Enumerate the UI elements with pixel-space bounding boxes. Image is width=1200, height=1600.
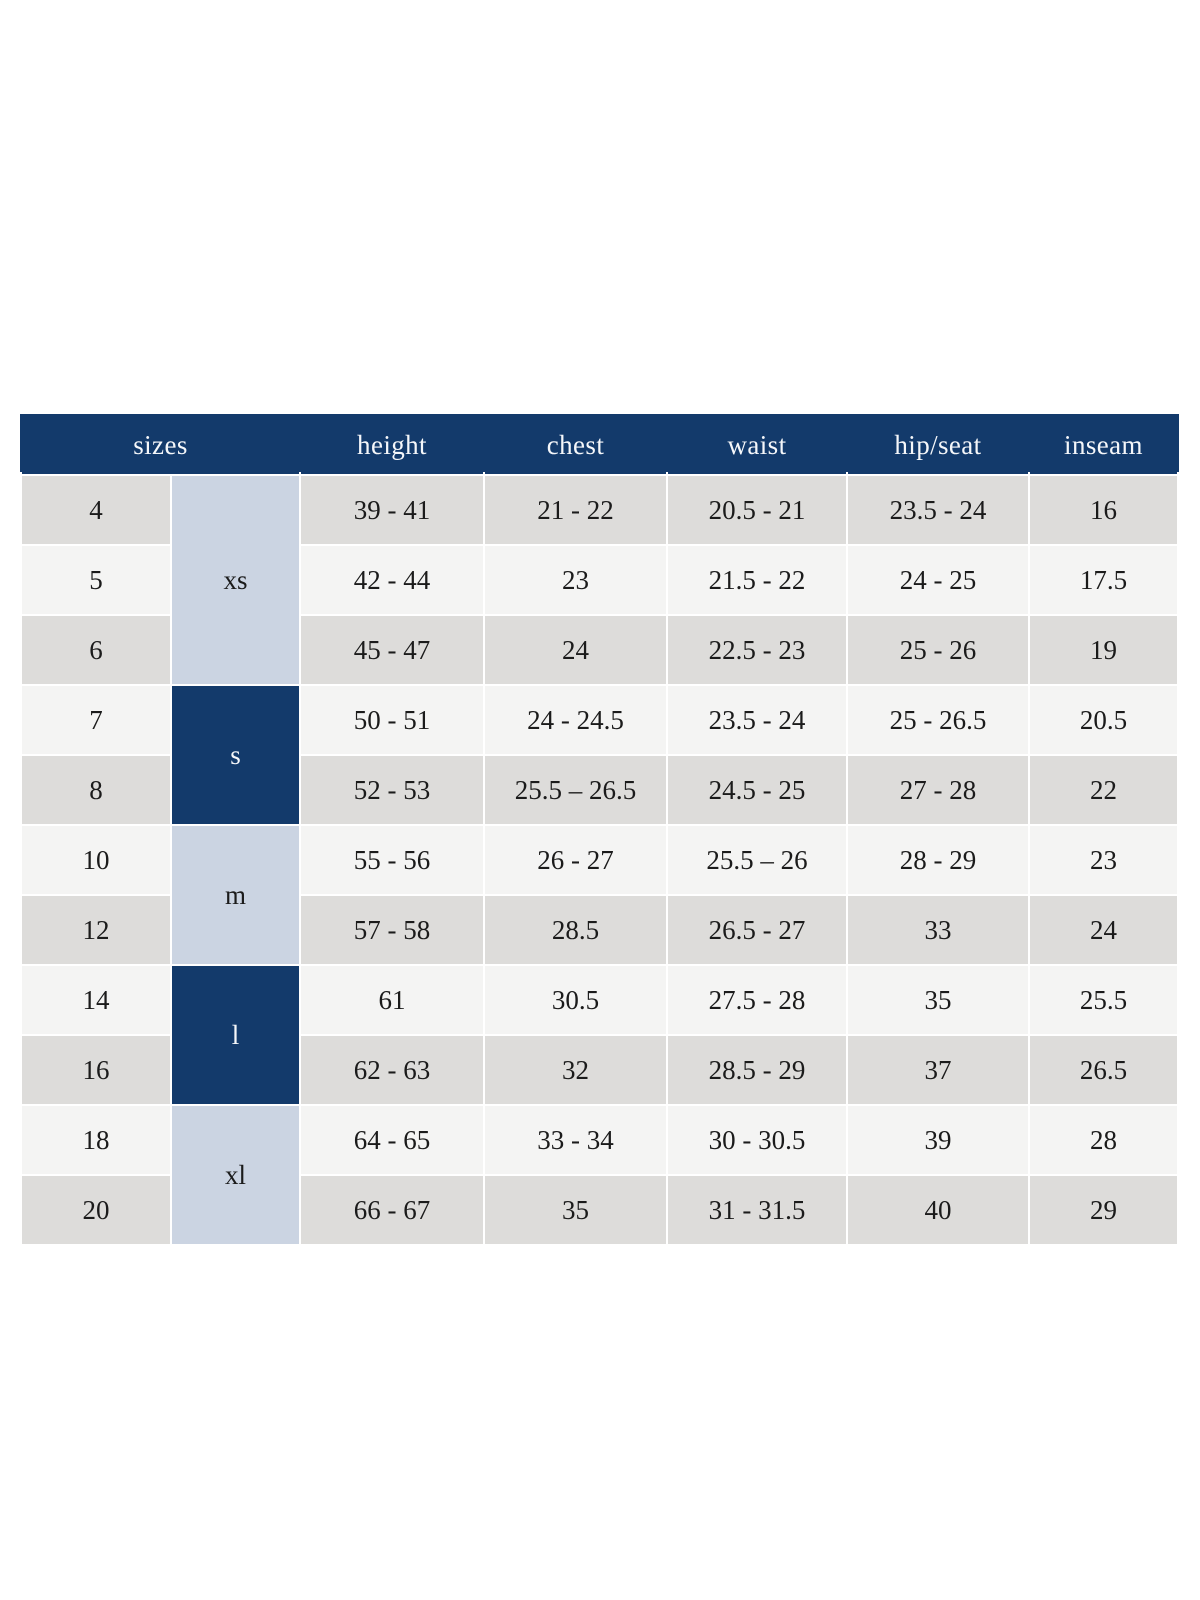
chest-cell: 24 - 24.5: [485, 686, 666, 754]
inseam-cell: 29: [1030, 1176, 1177, 1244]
table-row: 18 xl 64 - 65 33 - 34 30 - 30.5 39 28: [22, 1106, 1177, 1244]
waist-cell: 27.5 - 28: [668, 966, 846, 1034]
inseam-cell: 23: [1030, 826, 1177, 894]
waist-cell: 23.5 - 24: [668, 686, 846, 754]
height-cell: 52 - 53: [301, 756, 483, 824]
inseam-cell: 26.5: [1030, 1036, 1177, 1104]
size-cell: 18: [22, 1106, 170, 1174]
group-cell: l: [172, 966, 299, 1104]
header-inseam: inseam: [1030, 416, 1177, 474]
table-row: 10 m 55 - 56 26 - 27 25.5 – 26 28 - 29 23: [22, 826, 1177, 964]
chest-cell: 30.5: [485, 966, 666, 1034]
waist-cell: 21.5 - 22: [668, 546, 846, 614]
waist-cell: 30 - 30.5: [668, 1106, 846, 1174]
chest-cell: 24: [485, 616, 666, 684]
group-cell: xl: [172, 1106, 299, 1244]
height-cell: 57 - 58: [301, 896, 483, 964]
size-cell: 6: [22, 616, 170, 684]
waist-cell: 24.5 - 25: [668, 756, 846, 824]
inseam-cell: 17.5: [1030, 546, 1177, 614]
height-cell: 42 - 44: [301, 546, 483, 614]
table-row: 4 xs 39 - 41 21 - 22 20.5 - 21 23.5 - 24 16: [22, 476, 1177, 684]
group-cell: m: [172, 826, 299, 964]
hip-seat-cell: 37: [848, 1036, 1028, 1104]
size-cell: 20: [22, 1176, 170, 1244]
table-row: 8 52 - 53 25.5 – 26.5 24.5 - 25 27 - 28 22: [22, 756, 1177, 824]
inseam-cell: 24: [1030, 896, 1177, 964]
waist-cell: 22.5 - 23: [668, 616, 846, 684]
chest-cell: 23: [485, 546, 666, 614]
inseam-cell: 16: [1030, 476, 1177, 544]
hip-seat-cell: 23.5 - 24: [848, 476, 1028, 544]
chest-cell: 33 - 34: [485, 1106, 666, 1174]
hip-seat-cell: 39: [848, 1106, 1028, 1174]
size-cell: 10: [22, 826, 170, 894]
height-cell: 62 - 63: [301, 1036, 483, 1104]
header-hip-seat: hip/seat: [848, 416, 1028, 474]
chest-cell: 32: [485, 1036, 666, 1104]
table-row: 14 l 61 30.5 27.5 - 28 35 25.5: [22, 966, 1177, 1104]
table-row: 20 66 - 67 35 31 - 31.5 40 29: [22, 1176, 1177, 1244]
size-chart-table: sizes height chest waist hip/seat inseam…: [20, 414, 1179, 1246]
waist-cell: 26.5 - 27: [668, 896, 846, 964]
hip-seat-cell: 35: [848, 966, 1028, 1034]
inseam-cell: 19: [1030, 616, 1177, 684]
table-row: 16 62 - 63 32 28.5 - 29 37 26.5: [22, 1036, 1177, 1104]
group-cell: s: [172, 686, 299, 824]
size-cell: 16: [22, 1036, 170, 1104]
chest-cell: 21 - 22: [485, 476, 666, 544]
hip-seat-cell: 28 - 29: [848, 826, 1028, 894]
hip-seat-cell: 33: [848, 896, 1028, 964]
header-height: height: [301, 416, 483, 474]
size-cell: 7: [22, 686, 170, 754]
table-row: 6 45 - 47 24 22.5 - 23 25 - 26 19: [22, 616, 1177, 684]
height-cell: 64 - 65: [301, 1106, 483, 1174]
table-row: 7 s 50 - 51 24 - 24.5 23.5 - 24 25 - 26.5 20.5: [22, 686, 1177, 824]
hip-seat-cell: 24 - 25: [848, 546, 1028, 614]
inseam-cell: 22: [1030, 756, 1177, 824]
hip-seat-cell: 40: [848, 1176, 1028, 1244]
chest-cell: 28.5: [485, 896, 666, 964]
waist-cell: 20.5 - 21: [668, 476, 846, 544]
size-cell: 8: [22, 756, 170, 824]
height-cell: 50 - 51: [301, 686, 483, 754]
table-row: 12 57 - 58 28.5 26.5 - 27 33 24: [22, 896, 1177, 964]
waist-cell: 25.5 – 26: [668, 826, 846, 894]
hip-seat-cell: 25 - 26: [848, 616, 1028, 684]
size-cell: 12: [22, 896, 170, 964]
table-row: 5 42 - 44 23 21.5 - 22 24 - 25 17.5: [22, 546, 1177, 614]
inseam-cell: 28: [1030, 1106, 1177, 1174]
header-waist: waist: [668, 416, 846, 474]
waist-cell: 31 - 31.5: [668, 1176, 846, 1244]
size-cell: 14: [22, 966, 170, 1034]
size-cell: 5: [22, 546, 170, 614]
height-cell: 66 - 67: [301, 1176, 483, 1244]
header-row: sizes height chest waist hip/seat inseam: [22, 416, 1177, 474]
hip-seat-cell: 25 - 26.5: [848, 686, 1028, 754]
header-chest: chest: [485, 416, 666, 474]
group-cell: xs: [172, 476, 299, 684]
inseam-cell: 25.5: [1030, 966, 1177, 1034]
height-cell: 61: [301, 966, 483, 1034]
chest-cell: 25.5 – 26.5: [485, 756, 666, 824]
chest-cell: 26 - 27: [485, 826, 666, 894]
size-cell: 4: [22, 476, 170, 544]
hip-seat-cell: 27 - 28: [848, 756, 1028, 824]
height-cell: 39 - 41: [301, 476, 483, 544]
inseam-cell: 20.5: [1030, 686, 1177, 754]
header-sizes: sizes: [22, 416, 299, 474]
waist-cell: 28.5 - 29: [668, 1036, 846, 1104]
chest-cell: 35: [485, 1176, 666, 1244]
height-cell: 45 - 47: [301, 616, 483, 684]
height-cell: 55 - 56: [301, 826, 483, 894]
